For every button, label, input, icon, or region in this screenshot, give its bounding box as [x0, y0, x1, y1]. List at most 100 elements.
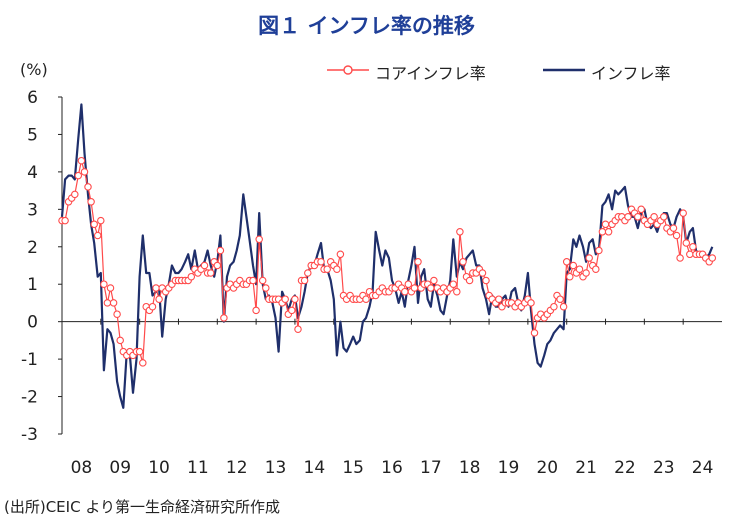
series-point-core: [262, 284, 270, 292]
series-point-core: [74, 171, 83, 180]
series-point-core: [333, 265, 341, 273]
x-tick-label: 10: [148, 458, 170, 478]
y-tick-label: 2: [27, 238, 38, 258]
series-point-core: [569, 261, 578, 270]
series-point-core: [582, 269, 590, 277]
series-point-core: [336, 250, 345, 259]
source-note: (出所)CEIC より第一生命経済研究所作成: [4, 498, 281, 516]
series-point-core: [559, 302, 568, 311]
series-point-core: [430, 276, 438, 285]
series-point-core: [294, 325, 302, 333]
x-tick-label: 18: [459, 458, 481, 478]
series-point-core: [676, 254, 684, 262]
series-point-core: [414, 258, 422, 266]
series-point-core: [650, 213, 658, 221]
x-tick-label: 08: [71, 458, 93, 478]
series-point-core: [61, 216, 69, 225]
legend-swatch-headline: [543, 68, 585, 72]
series-point-core: [595, 246, 603, 255]
series-point-core: [87, 198, 95, 206]
series-point-core: [660, 213, 668, 221]
series-point-core: [495, 295, 503, 303]
y-tick-label: 3: [27, 200, 38, 220]
series-point-core: [255, 235, 263, 244]
series-point-core: [206, 269, 215, 277]
series-point-core: [527, 299, 535, 307]
series-point-core: [93, 231, 102, 240]
series-point-core: [90, 220, 98, 229]
series-point-core: [220, 314, 228, 322]
x-tick-label: 17: [420, 458, 442, 478]
y-axis-unit-label: (%): [20, 60, 48, 79]
x-tick-label: 11: [187, 458, 209, 478]
series-point-core: [585, 254, 593, 262]
series-point-core: [200, 261, 209, 270]
series-point-core: [71, 190, 79, 199]
series-point-core: [410, 284, 419, 292]
series-point-core: [291, 295, 299, 303]
legend-swatch-core: [327, 65, 369, 75]
x-tick-label: 16: [381, 458, 403, 478]
series-point-core: [113, 310, 121, 318]
y-tick-label: -1: [21, 350, 38, 370]
series-point-core: [465, 276, 474, 285]
series-point-core: [106, 284, 115, 292]
series-point-core: [109, 299, 118, 307]
series-point-core: [84, 183, 92, 191]
series-point-core: [116, 336, 124, 345]
series-point-core: [566, 272, 574, 281]
series-point-core: [281, 295, 289, 303]
series-point-core: [258, 276, 267, 285]
series-point-core: [304, 269, 312, 277]
y-tick-label: 5: [27, 125, 38, 145]
series-point-core: [449, 280, 458, 288]
series-point-core: [288, 306, 296, 315]
series-point-core: [669, 224, 678, 232]
legend-label-core: コアインフレ率: [375, 64, 486, 83]
series-point-core: [187, 272, 196, 281]
series-point-core: [708, 254, 717, 262]
series-point-core: [135, 347, 144, 356]
series-point-core: [249, 276, 257, 285]
x-tick-label: 20: [536, 458, 558, 478]
x-tick-label: 21: [575, 458, 597, 478]
series-point-core: [459, 258, 467, 266]
series-point-core: [139, 359, 147, 367]
series-point-core: [634, 213, 642, 221]
x-tick-label: 12: [226, 458, 248, 478]
series-point-core: [550, 302, 558, 311]
series-point-core: [97, 216, 105, 225]
series-point-core: [401, 287, 409, 296]
x-tick-label: 13: [265, 458, 287, 478]
y-tick-label: 6: [27, 88, 38, 108]
x-tick-label: 15: [342, 458, 364, 478]
series-point-core: [478, 269, 487, 277]
series-point-core: [672, 231, 681, 240]
series-point-core: [604, 228, 613, 236]
legend-label-headline: インフレ率: [591, 64, 671, 83]
x-tick-label: 22: [614, 458, 636, 478]
x-tick-label: 23: [653, 458, 675, 478]
series-point-core: [530, 329, 539, 337]
series-point-core: [323, 265, 331, 273]
series-point-core: [592, 265, 600, 273]
y-tick-label: 0: [27, 313, 38, 333]
series-point-core: [152, 284, 160, 292]
x-tick-label: 24: [692, 458, 714, 478]
series-point-core: [252, 306, 260, 315]
series-point-core: [556, 295, 564, 303]
series-point-core: [624, 213, 632, 221]
series-point-core: [637, 205, 645, 214]
series-point-core: [689, 243, 697, 251]
series-point-core: [148, 302, 157, 311]
y-tick-label: -3: [21, 425, 38, 445]
x-tick-label: 09: [109, 458, 131, 478]
series-point-core: [80, 168, 89, 176]
series-point-core: [679, 209, 687, 217]
y-tick-label: 4: [27, 163, 38, 183]
series-point-core: [103, 299, 112, 307]
series-point-core: [317, 258, 325, 266]
series-point-core: [77, 156, 86, 165]
series-point-core: [482, 276, 490, 285]
